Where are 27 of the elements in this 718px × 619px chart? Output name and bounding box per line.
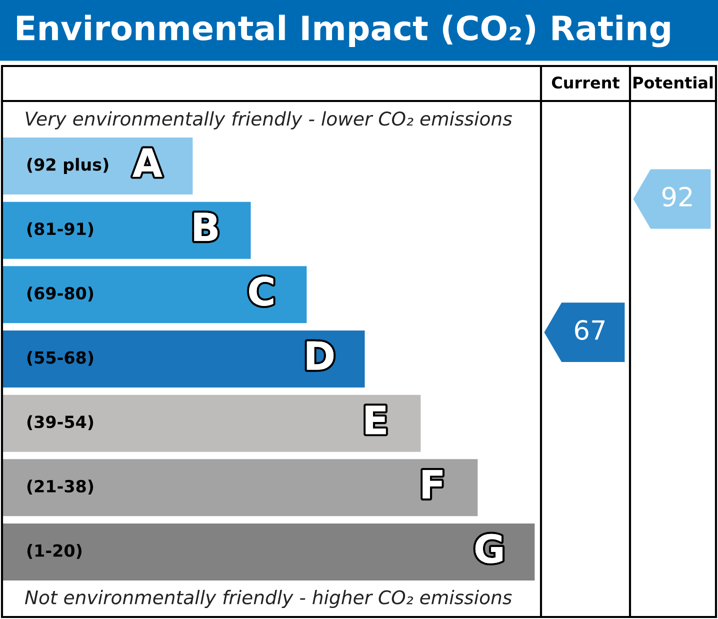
bar [2, 394, 421, 452]
annotation: A [132, 148, 162, 177]
annotation: G [475, 534, 502, 564]
y-tick-label: (92 plus) [27, 158, 108, 174]
bar [2, 459, 478, 516]
bar [2, 524, 535, 581]
category-label: Current [552, 76, 620, 89]
data-label: 67 [575, 320, 605, 340]
annotation: F [422, 470, 442, 498]
annotation: B [194, 212, 218, 242]
y-tick-label: (81-91) [27, 222, 94, 238]
annotation: D [306, 341, 334, 370]
bar [2, 330, 365, 388]
bar [2, 202, 251, 259]
text: Very environmentally friendly - lower CO₂ emissions [26, 111, 512, 130]
annotation: E [366, 406, 386, 434]
text: Not environmentally friendly - higher CO₂ emissions [24, 590, 512, 608]
annotation: C [249, 276, 274, 306]
category-label: Potential [634, 76, 713, 89]
y-tick-label: (39-54) [27, 415, 94, 430]
y-tick-label: (55-68) [27, 350, 94, 366]
bar [2, 266, 307, 324]
y-tick-label: (69-80) [27, 286, 94, 302]
y-tick-label: (1-20) [27, 544, 82, 559]
y-tick-label: (21-38) [27, 480, 94, 494]
data-label: 92 [662, 186, 692, 207]
chart-title: Environmental Impact (CO₂) Rating [17, 14, 670, 48]
